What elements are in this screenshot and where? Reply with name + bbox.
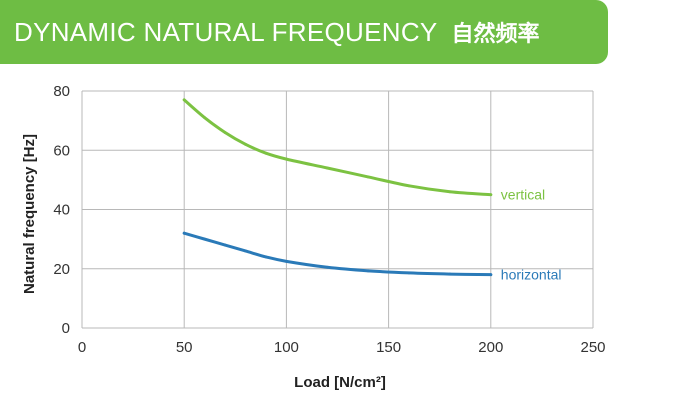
y-tick-label: 80 [53,83,70,100]
series-label-horizontal: horizontal [501,267,562,283]
grid [81,90,594,329]
data-point-horizontal [223,243,227,247]
x-tick-label: 150 [376,339,401,356]
data-point-vertical [223,131,227,134]
data-point-vertical [407,184,411,188]
data-point-vertical [182,98,186,102]
page-title: DYNAMIC NATURAL FREQUENCY [14,16,438,47]
x-tick-label: 50 [176,339,193,356]
data-point-horizontal [244,249,247,253]
series-line-vertical [182,98,493,197]
y-tick-label: 40 [53,202,70,219]
y-tick-label: 60 [53,142,70,159]
data-point-vertical [244,142,247,146]
data-point-horizontal [182,231,186,235]
tick-labels: 0 50 100 150 200 250 0 20 40 60 80 [53,83,605,356]
y-tick-label: 0 [62,320,70,337]
x-tick-label: 100 [274,339,299,356]
x-axis-label: Load [N/cm²] [294,374,386,391]
data-point-vertical [264,151,268,155]
data-point-horizontal [448,272,452,276]
header-banner: DYNAMIC NATURAL FREQUENCY 自然频率 [0,0,608,64]
data-point-vertical [448,190,452,194]
y-axis-label: Natural frequency [Hz] [21,134,38,294]
data-point-horizontal [489,273,493,277]
x-tick-label: 0 [78,339,86,356]
data-point-horizontal [366,269,370,273]
data-point-horizontal [285,259,288,263]
data-point-horizontal [325,265,329,269]
chart-container: 0 50 100 150 200 250 0 20 40 60 80 vertical horizon… [0,64,684,400]
data-point-vertical [366,175,370,179]
data-point-vertical [489,193,493,197]
page-subtitle: 自然频率 [451,22,540,47]
data-point-horizontal [264,255,268,259]
data-point-vertical [203,116,207,120]
data-point-horizontal [407,271,411,275]
y-tick-label: 20 [53,261,70,278]
data-point-vertical [285,157,288,161]
data-point-vertical [325,166,329,170]
series-labels: vertical horizontal [501,187,562,283]
x-tick-label: 250 [580,339,605,356]
series-label-vertical: vertical [501,187,545,203]
frequency-chart: 0 50 100 150 200 250 0 20 40 60 80 vertical horizon… [21,83,606,391]
x-tick-label: 200 [478,339,503,356]
data-point-horizontal [203,237,207,241]
series-lines [182,98,493,277]
